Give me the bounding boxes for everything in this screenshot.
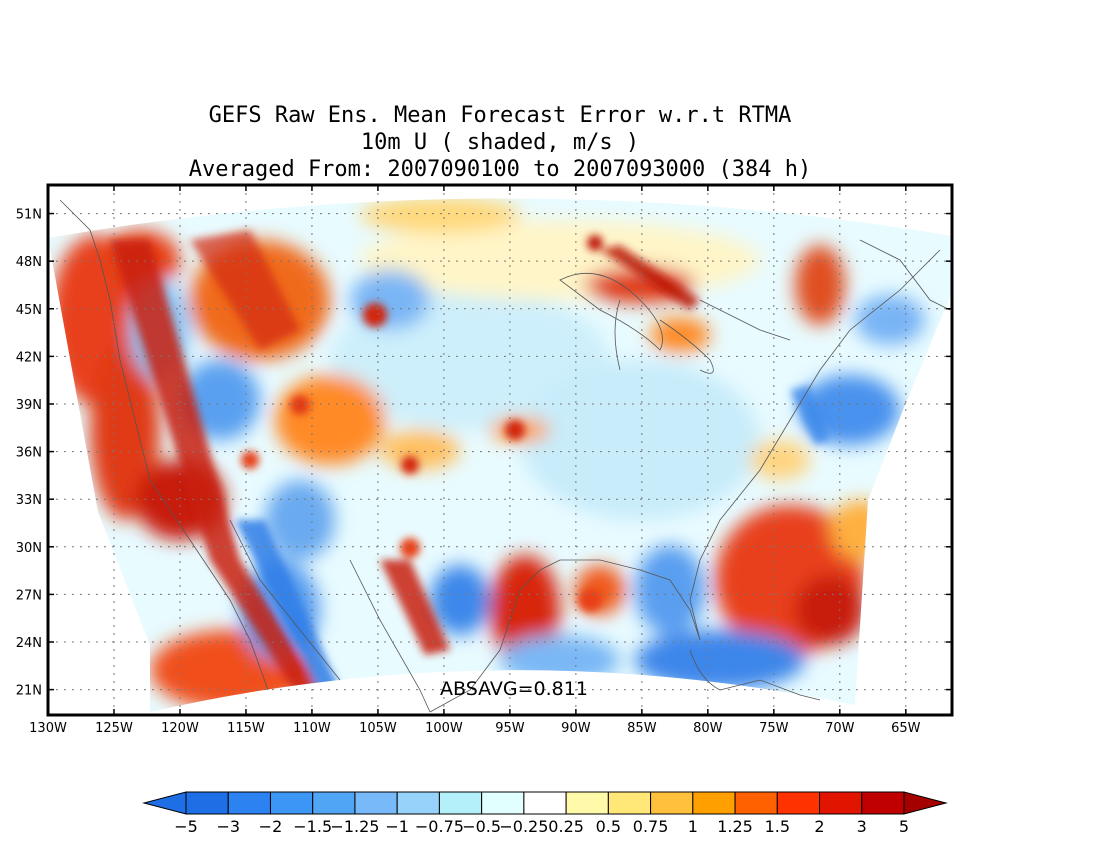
- colorbar-label: −1.5: [293, 817, 332, 836]
- longitude-labels: 130W 125W 120W 115W 110W 105W 100W 95W 90W 85W 80W…: [29, 721, 920, 736]
- colorbar-label: −5: [174, 817, 198, 836]
- colorbar-box: [438, 791, 483, 815]
- colorbar-box: [734, 791, 778, 815]
- colorbar-box: [565, 791, 609, 815]
- shaded-field: [48, 198, 952, 712]
- lon-label: 110W: [293, 721, 331, 736]
- colorbar-box: [481, 791, 525, 815]
- colorbar-label: −0.5: [462, 817, 501, 836]
- colorbar-box: [523, 791, 567, 815]
- lat-label: 36N: [16, 446, 42, 461]
- lon-label: 65W: [891, 721, 921, 736]
- lat-label: 39N: [16, 398, 42, 413]
- colorbar-label: 0.5: [596, 817, 621, 836]
- latitude-labels: 51N 48N 45N 42N 39N 36N 33N 30N 27N 24N 21N: [16, 208, 42, 699]
- colorbar-label: 5: [899, 817, 909, 836]
- colorbar-label: −2: [259, 817, 283, 836]
- lon-label: 100W: [425, 721, 463, 736]
- lat-label: 51N: [16, 208, 42, 223]
- title-line-2: 10m U ( shaded, m/s ): [360, 130, 640, 155]
- coastline: [59, 199, 951, 713]
- colorbar-label: 1.5: [765, 817, 790, 836]
- colorbar-label: 1.25: [717, 817, 753, 836]
- colorbar-box: [819, 791, 863, 815]
- colorbar-box: [227, 791, 271, 815]
- colorbar-label: −0.75: [415, 817, 464, 836]
- lat-label: 30N: [16, 541, 42, 556]
- colorbar-box: [185, 791, 229, 815]
- graticule: [47, 185, 952, 715]
- colorbar-box: [650, 791, 694, 815]
- lon-label: 95W: [495, 721, 525, 736]
- colorbar-label: 0.75: [633, 817, 669, 836]
- colorbar-box: [692, 791, 736, 815]
- lon-label: 105W: [359, 721, 397, 736]
- lon-label: 80W: [693, 721, 723, 736]
- lon-label: 120W: [161, 721, 199, 736]
- colorbar-box: [396, 791, 440, 815]
- colorbar-label: 0.25: [548, 817, 584, 836]
- lat-label: 33N: [16, 493, 42, 508]
- chart-title: GEFS Raw Ens. Mean Forecast Error w.r.t …: [0, 102, 1000, 183]
- colorbar-box: [269, 791, 314, 815]
- colorbar-label: 3: [857, 817, 867, 836]
- colorbar-arrow-low: [142, 791, 187, 815]
- colorbar-label: 1: [688, 817, 698, 836]
- colorbar-box: [776, 791, 821, 815]
- lat-label: 48N: [16, 255, 42, 270]
- lon-label: 85W: [627, 721, 657, 736]
- lat-label: 45N: [16, 303, 42, 318]
- lon-label: 90W: [561, 721, 591, 736]
- lat-label: 27N: [16, 588, 42, 603]
- lat-label: 42N: [16, 350, 42, 365]
- axis-ticks: [47, 185, 952, 715]
- colorbar-arrow-high: [903, 791, 948, 815]
- lon-label: 70W: [825, 721, 855, 736]
- lon-label: 130W: [29, 721, 67, 736]
- lat-label: 24N: [16, 636, 42, 651]
- colorbar-box: [607, 791, 652, 815]
- colorbar-box: [312, 791, 356, 815]
- colorbar-label: −3: [216, 817, 240, 836]
- colorbar-box: [354, 791, 398, 815]
- lat-label: 21N: [16, 684, 42, 699]
- colorbar-label: −1.25: [330, 817, 379, 836]
- title-line-3: Averaged From: 2007090100 to 2007093000 …: [188, 157, 812, 182]
- title-line-1: GEFS Raw Ens. Mean Forecast Error w.r.t …: [208, 103, 792, 128]
- lon-label: 125W: [95, 721, 133, 736]
- colorbar-label: 2: [814, 817, 824, 836]
- lon-label: 75W: [759, 721, 789, 736]
- map-frame: [46, 183, 954, 717]
- colorbar-box: [861, 791, 905, 815]
- colorbar-label: −0.25: [499, 817, 548, 836]
- lon-label: 115W: [227, 721, 265, 736]
- absavg-annotation: ABSAVG=0.811: [440, 678, 588, 700]
- colorbar-label: −1: [385, 817, 409, 836]
